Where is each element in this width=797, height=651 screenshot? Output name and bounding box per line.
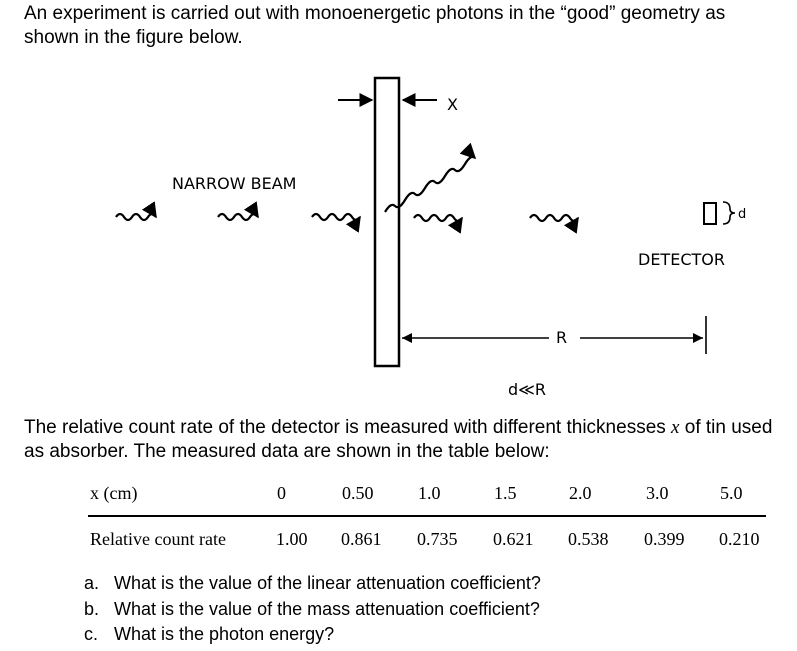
thickness-header: x (cm) (90, 483, 138, 503)
question-item: b. What is the value of the mass attenuat… (84, 597, 541, 623)
thickness-value: 3.0 (646, 483, 669, 503)
count-rate-header: Relative count rate (90, 529, 226, 549)
absorber-thickness-label: X (447, 95, 458, 114)
description-part-1: The relative count rate of the detector … (24, 417, 672, 438)
count-rate-value: 0.735 (417, 529, 458, 549)
detector-label: DETECTOR (638, 250, 725, 269)
photon-wave-3 (311, 212, 361, 233)
detector-box (703, 202, 717, 225)
photon-wave-2 (217, 201, 259, 222)
table-divider (88, 515, 766, 517)
narrow-beam-label: NARROW BEAM (172, 174, 296, 193)
question-letter: b. (84, 598, 100, 619)
thickness-value: 1.0 (418, 483, 441, 503)
question-text: What is the value of the linear attenuat… (114, 573, 541, 593)
question-text: What is the photon energy? (114, 624, 335, 644)
thickness-value: 0 (277, 483, 286, 503)
distance-label: R (556, 328, 567, 347)
transmitted-photon-waves (413, 213, 579, 234)
absorber-slab (373, 76, 401, 368)
experiment-figure: NARROW BEAM X d DETECTOR R d≪R (115, 76, 746, 399)
thickness-variable: x (671, 417, 680, 438)
count-rate-value: 0.399 (644, 529, 685, 549)
incident-photon-waves (115, 201, 361, 233)
question-item: c. What is the photon energy? (84, 622, 541, 648)
photon-wave-4 (413, 213, 463, 234)
question-item: a. What is the value of the linear attenu… (84, 571, 541, 597)
count-rate-value: 0.538 (568, 529, 609, 549)
question-letter: c. (84, 624, 99, 644)
detector-size-label: d (738, 207, 746, 222)
measurement-description: The relative count rate of the detector … (24, 416, 789, 464)
svg-text:NARROW BEAM: NARROW BEAM (172, 174, 296, 193)
thickness-value: 0.50 (342, 483, 374, 503)
count-rate-value: 0.861 (341, 529, 382, 549)
scattered-photon-wave (384, 142, 477, 213)
intro-paragraph: An experiment is carried out with monoen… (24, 3, 726, 48)
question-list: a. What is the value of the linear attenu… (84, 571, 541, 648)
question-text: What is the value of the mass attenuatio… (114, 598, 540, 619)
thickness-value: 5.0 (720, 483, 743, 503)
thickness-value: 2.0 (569, 483, 592, 503)
count-rate-value: 0.210 (719, 529, 760, 549)
photon-wave-5 (529, 213, 579, 234)
count-rate-value: 1.00 (276, 529, 308, 549)
description-part-2: of tin used as absorber. The measured da… (24, 417, 773, 462)
detector-size-brace (722, 201, 736, 225)
thickness-value: 1.5 (494, 483, 517, 503)
photon-wave-1 (115, 201, 157, 222)
geometry-condition-label: d≪R (508, 380, 546, 399)
question-letter: a. (84, 573, 100, 593)
count-rate-value: 0.621 (493, 529, 534, 549)
distance-indicator (402, 316, 707, 354)
